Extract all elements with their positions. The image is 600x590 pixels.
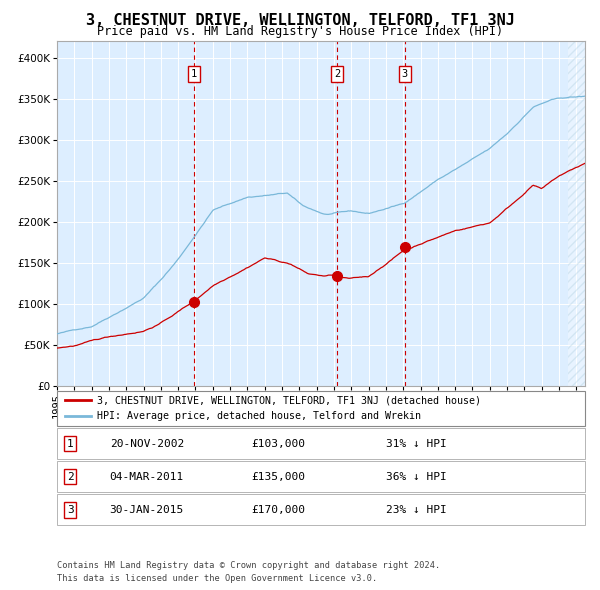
Text: £135,000: £135,000	[252, 472, 306, 481]
FancyBboxPatch shape	[57, 428, 585, 459]
Text: £170,000: £170,000	[252, 505, 306, 514]
Text: 20-NOV-2002: 20-NOV-2002	[110, 439, 184, 448]
Bar	[568, 41, 585, 386]
Text: £103,000: £103,000	[252, 439, 306, 448]
FancyBboxPatch shape	[57, 494, 585, 525]
FancyBboxPatch shape	[57, 391, 585, 426]
Text: 3, CHESTNUT DRIVE, WELLINGTON, TELFORD, TF1 3NJ (detached house): 3, CHESTNUT DRIVE, WELLINGTON, TELFORD, …	[97, 395, 481, 405]
Text: 30-JAN-2015: 30-JAN-2015	[110, 505, 184, 514]
Text: 1: 1	[190, 69, 197, 79]
Text: 2: 2	[67, 472, 74, 481]
FancyBboxPatch shape	[57, 461, 585, 492]
Text: HPI: Average price, detached house, Telford and Wrekin: HPI: Average price, detached house, Telf…	[97, 411, 421, 421]
Text: 3, CHESTNUT DRIVE, WELLINGTON, TELFORD, TF1 3NJ: 3, CHESTNUT DRIVE, WELLINGTON, TELFORD, …	[86, 13, 514, 28]
Text: 1: 1	[67, 439, 74, 448]
Text: 3: 3	[401, 69, 408, 79]
Text: 31% ↓ HPI: 31% ↓ HPI	[386, 439, 446, 448]
Text: 36% ↓ HPI: 36% ↓ HPI	[386, 472, 446, 481]
Text: 04-MAR-2011: 04-MAR-2011	[110, 472, 184, 481]
Text: 3: 3	[67, 505, 74, 514]
Text: 23% ↓ HPI: 23% ↓ HPI	[386, 505, 446, 514]
Text: Price paid vs. HM Land Registry's House Price Index (HPI): Price paid vs. HM Land Registry's House …	[97, 25, 503, 38]
Text: This data is licensed under the Open Government Licence v3.0.: This data is licensed under the Open Gov…	[57, 574, 377, 583]
Text: Contains HM Land Registry data © Crown copyright and database right 2024.: Contains HM Land Registry data © Crown c…	[57, 561, 440, 570]
Text: 2: 2	[334, 69, 340, 79]
